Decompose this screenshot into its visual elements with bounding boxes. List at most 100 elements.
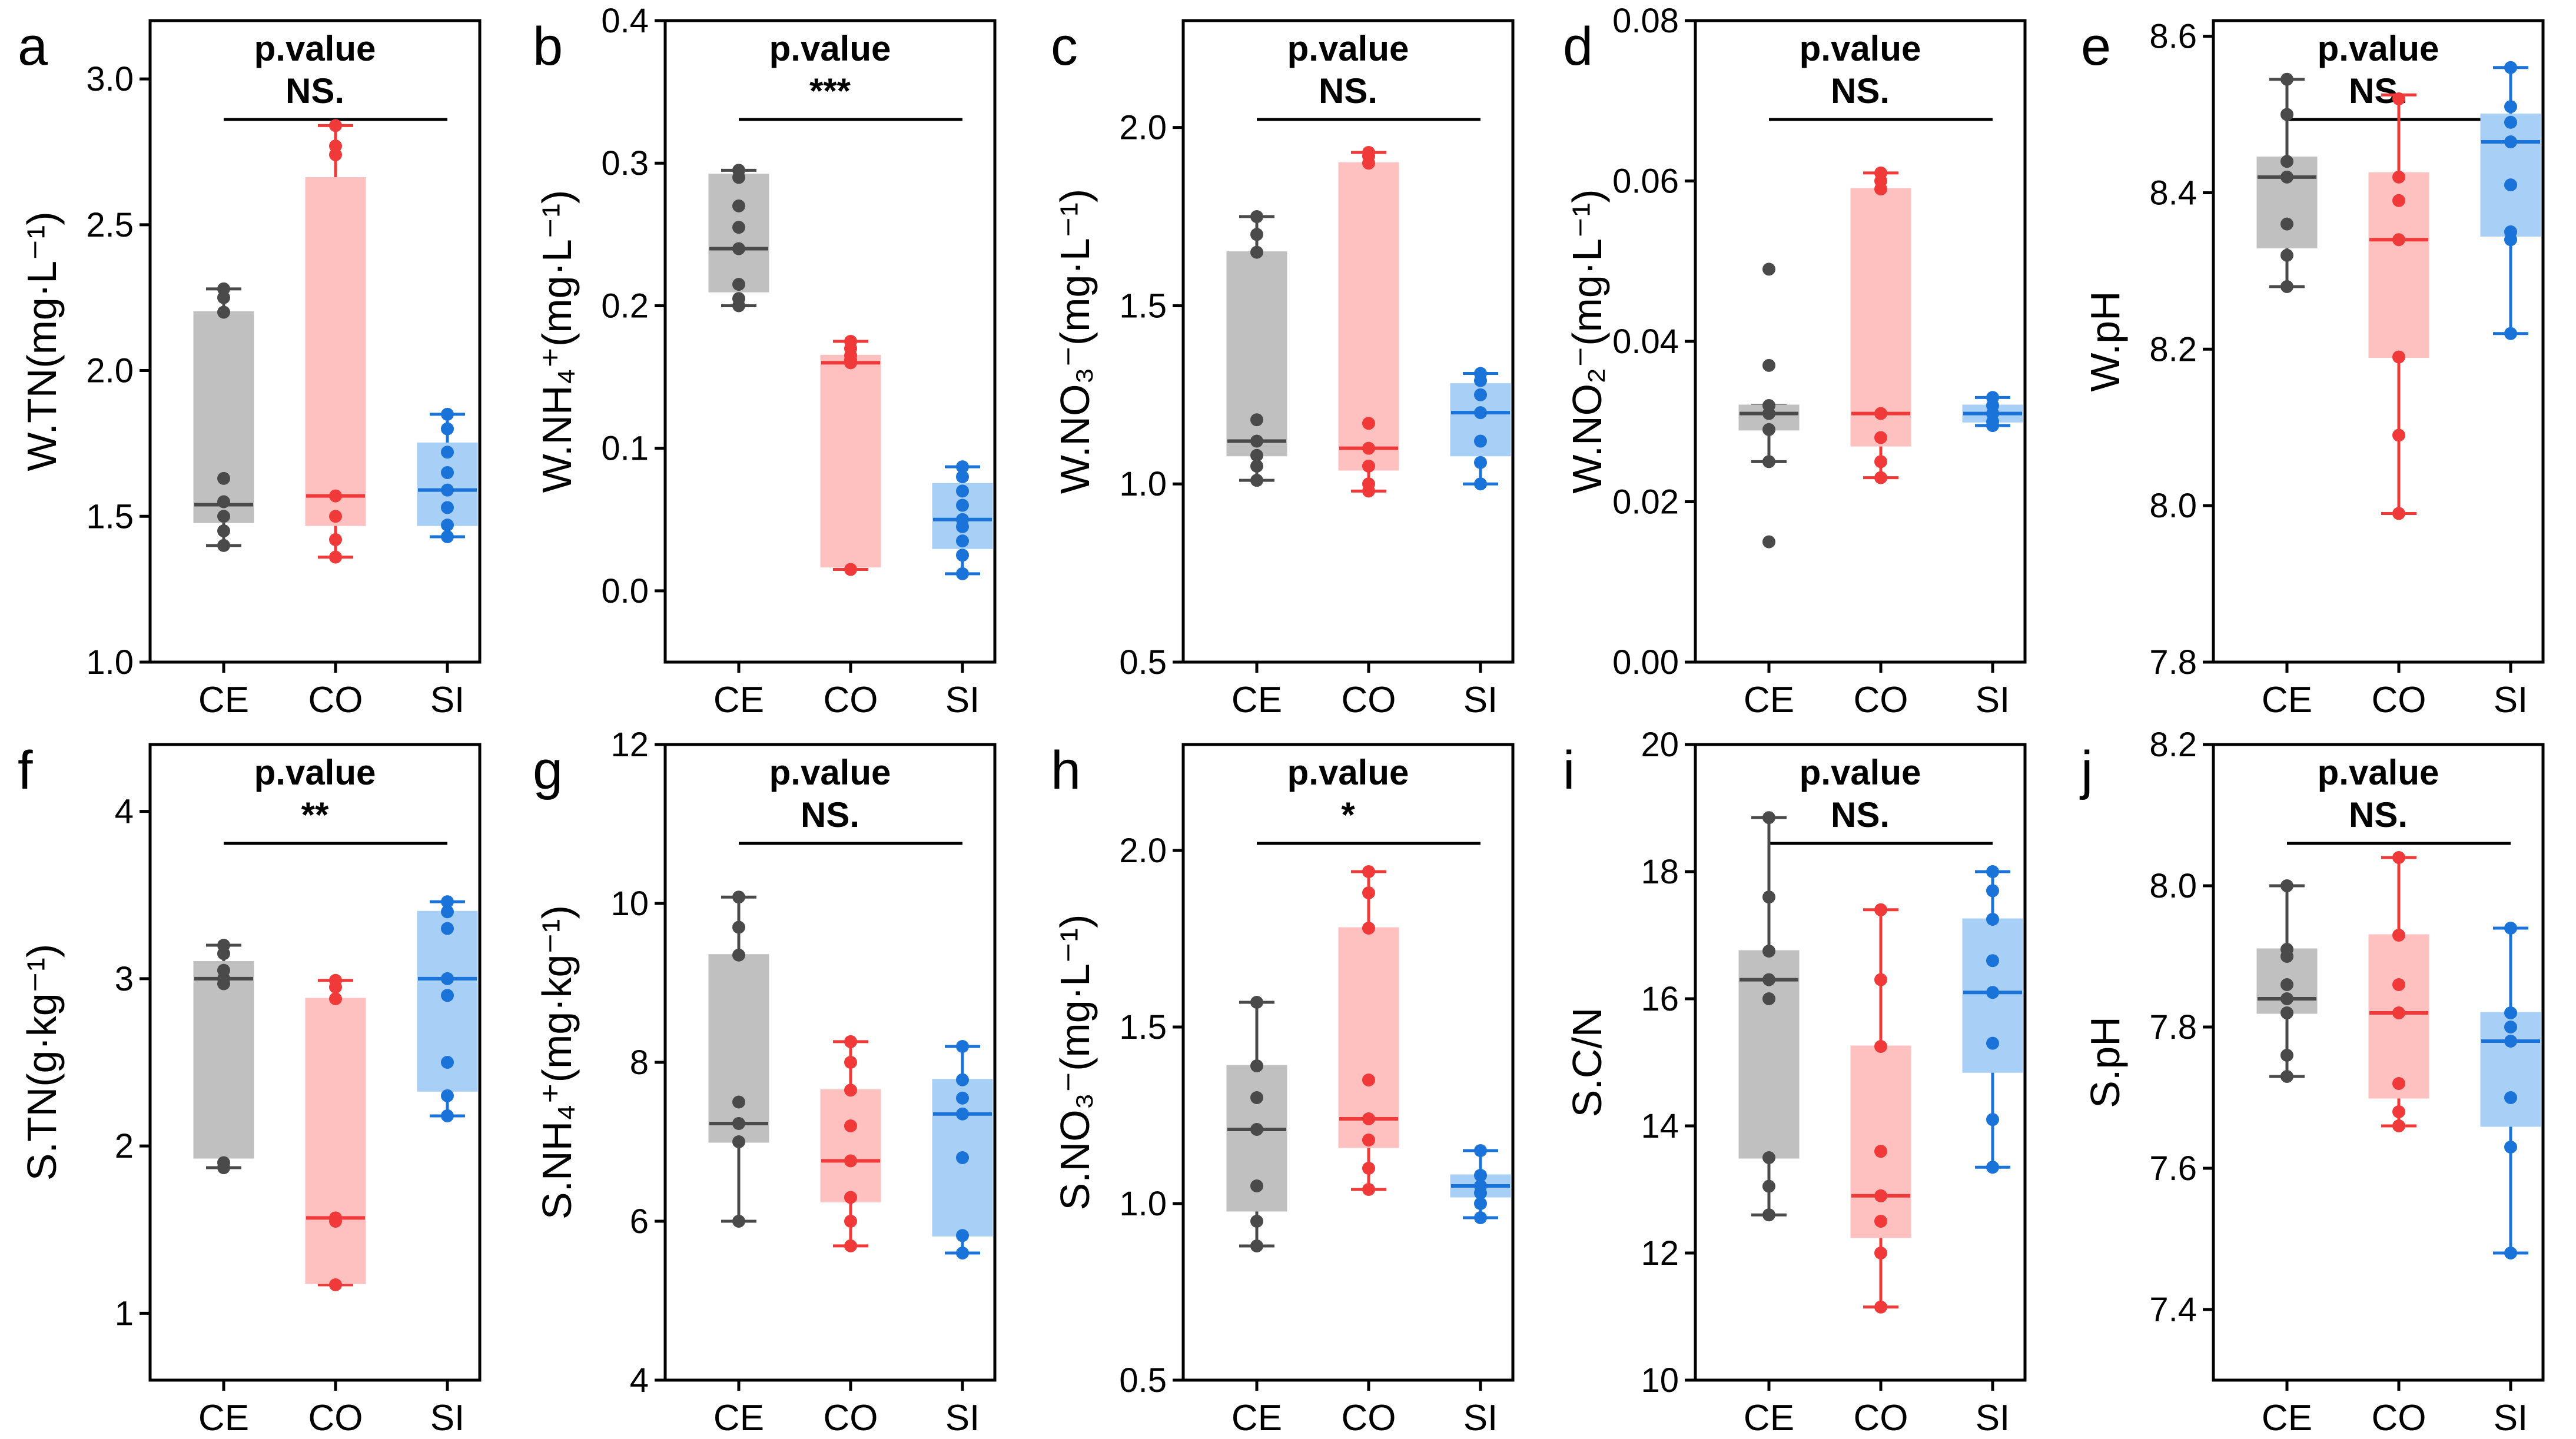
panel-label: b bbox=[533, 16, 563, 77]
data-point bbox=[2392, 929, 2405, 942]
data-point bbox=[441, 501, 454, 514]
data-point bbox=[2280, 217, 2293, 231]
y-axis-title: S.C/N bbox=[1564, 1008, 1610, 1118]
data-point bbox=[1986, 391, 1999, 404]
panel-label: h bbox=[1051, 740, 1081, 800]
data-point bbox=[2392, 428, 2405, 442]
y-tick-label: 7.6 bbox=[2149, 1149, 2197, 1188]
x-tick-label: CE bbox=[1744, 1398, 1794, 1438]
data-point bbox=[1474, 367, 1487, 380]
data-point bbox=[844, 1035, 857, 1048]
data-point bbox=[2392, 350, 2405, 364]
x-tick-label: SI bbox=[430, 1398, 465, 1438]
y-axis-title: W.TN(mg·L⁻¹) bbox=[19, 211, 65, 471]
significance-label: *** bbox=[809, 71, 851, 111]
y-tick-label: 0.5 bbox=[1119, 1361, 1167, 1400]
data-point bbox=[956, 499, 969, 512]
data-point bbox=[1762, 455, 1775, 468]
data-point bbox=[2392, 1105, 2405, 1118]
data-point bbox=[956, 484, 969, 498]
pvalue-title: p.value bbox=[1287, 29, 1409, 68]
panel-label: a bbox=[18, 16, 48, 77]
data-point bbox=[2280, 992, 2293, 1005]
data-point bbox=[956, 513, 969, 526]
data-point bbox=[2280, 170, 2293, 184]
data-point bbox=[1986, 1113, 1999, 1126]
data-point bbox=[2504, 61, 2517, 74]
box-CO bbox=[820, 354, 881, 568]
y-tick-label: 0.08 bbox=[1612, 2, 1679, 40]
data-point bbox=[1250, 1215, 1263, 1228]
box-CO bbox=[1850, 188, 1911, 447]
data-point bbox=[1250, 245, 1263, 259]
data-point bbox=[441, 530, 454, 543]
significance-label: NS. bbox=[801, 795, 859, 835]
data-point bbox=[956, 1040, 969, 1053]
data-point bbox=[844, 1154, 857, 1168]
data-point bbox=[956, 1229, 969, 1242]
x-tick-label: CE bbox=[713, 1398, 764, 1438]
data-point bbox=[1362, 1074, 1375, 1086]
data-point bbox=[1474, 1169, 1487, 1182]
y-tick-label: 3.0 bbox=[86, 60, 134, 98]
data-point bbox=[2392, 1006, 2405, 1019]
data-point bbox=[1362, 886, 1375, 899]
y-tick-label: 0.0 bbox=[601, 572, 649, 610]
data-point bbox=[1762, 262, 1775, 276]
plot-frame bbox=[148, 743, 482, 1382]
y-tick-label: 20 bbox=[1641, 726, 1679, 764]
significance-label: NS. bbox=[286, 71, 344, 111]
data-point bbox=[2504, 1141, 2517, 1154]
data-point bbox=[1474, 406, 1487, 420]
panel-label: g bbox=[533, 740, 563, 800]
data-point bbox=[956, 1247, 969, 1259]
plot-frame bbox=[663, 19, 997, 664]
data-point bbox=[441, 1109, 454, 1122]
data-point bbox=[329, 119, 342, 132]
y-tick-label: 14 bbox=[1641, 1107, 1679, 1145]
data-point bbox=[1362, 441, 1375, 455]
data-point bbox=[2280, 280, 2293, 293]
y-axis-title: W.NO₂⁻(mg·L⁻¹) bbox=[1564, 189, 1610, 493]
data-point bbox=[1474, 1144, 1487, 1157]
data-point bbox=[2392, 978, 2405, 991]
box-CO bbox=[305, 177, 366, 526]
y-axis-title: W.NO₃⁻(mg·L⁻¹) bbox=[1052, 189, 1098, 494]
data-point bbox=[956, 1091, 969, 1105]
data-point bbox=[2280, 1049, 2293, 1062]
data-point bbox=[1874, 1040, 1887, 1053]
data-point bbox=[441, 466, 454, 479]
significance-label: * bbox=[1341, 795, 1355, 835]
data-point bbox=[1986, 913, 1999, 926]
data-point bbox=[1762, 535, 1775, 549]
plot-frame bbox=[1181, 19, 1515, 664]
x-tick-label: CE bbox=[1744, 680, 1794, 720]
data-point bbox=[1250, 996, 1263, 1009]
x-tick-label: CO bbox=[1342, 680, 1396, 720]
panel-label: f bbox=[18, 740, 33, 800]
y-tick-label: 3 bbox=[115, 960, 134, 998]
data-point bbox=[844, 563, 857, 576]
data-point bbox=[2504, 922, 2517, 935]
panel-d: 0.00 0.02 0.04 0.06 0.08 d W.NO₂⁻(mg·L⁻¹) p.val… bbox=[1563, 2, 2027, 720]
data-point bbox=[732, 920, 745, 934]
data-point bbox=[956, 534, 969, 548]
x-tick-label: CE bbox=[2262, 1398, 2312, 1438]
y-tick-label: 7.8 bbox=[2149, 643, 2197, 682]
data-point bbox=[1762, 811, 1775, 825]
x-tick-label: CO bbox=[1854, 680, 1908, 720]
data-point bbox=[329, 1278, 342, 1291]
data-point bbox=[1250, 210, 1263, 224]
data-point bbox=[2504, 1035, 2517, 1048]
y-tick-label: 8.6 bbox=[2149, 18, 2197, 56]
data-point bbox=[1250, 1091, 1263, 1104]
y-tick-label: 4 bbox=[630, 1361, 649, 1400]
y-tick-label: 1 bbox=[115, 1294, 134, 1332]
x-tick-label: SI bbox=[1976, 1398, 2010, 1438]
data-point bbox=[1986, 1036, 1999, 1050]
